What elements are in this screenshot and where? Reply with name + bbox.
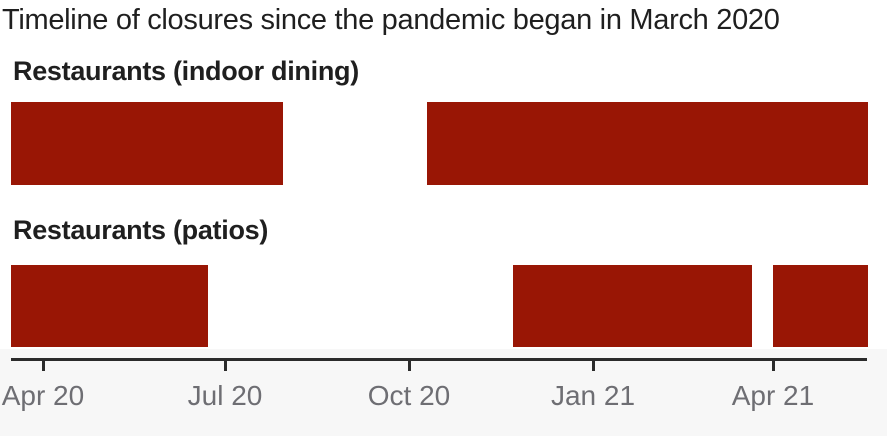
x-axis-line	[11, 358, 867, 361]
x-axis-ticks: Apr 20 Jul 20 Oct 20 Jan 21 Apr 21	[2, 349, 868, 436]
x-axis-tick-label: Oct 20	[367, 380, 451, 411]
closure-bar	[11, 102, 283, 185]
x-axis-tick	[223, 361, 227, 371]
row-label-restaurants-indoor-dining: Restaurants (indoor dining)	[13, 56, 359, 86]
x-axis-tick	[591, 361, 595, 371]
x-axis-tick-label: Jul 20	[187, 380, 263, 411]
closure-bar	[426, 102, 868, 185]
x-axis-tick	[407, 361, 411, 371]
timeline-row-indoor-dining	[11, 102, 868, 185]
x-axis-tick	[41, 361, 45, 371]
closure-bar	[11, 265, 209, 347]
closure-bar	[772, 265, 868, 347]
closure-bar	[513, 265, 753, 347]
x-axis-tick-label: Apr 20	[1, 380, 85, 411]
x-axis-band: Apr 20 Jul 20 Oct 20 Jan 21 Apr 21	[0, 349, 887, 436]
x-axis-tick	[771, 361, 775, 371]
row-label-restaurants-patios: Restaurants (patios)	[13, 215, 269, 245]
x-axis-tick-label: Jan 21	[550, 380, 636, 411]
chart-title: Timeline of closures since the pandemic …	[2, 4, 780, 36]
timeline-row-patios	[11, 265, 868, 347]
x-axis-tick-label: Apr 21	[731, 380, 815, 411]
